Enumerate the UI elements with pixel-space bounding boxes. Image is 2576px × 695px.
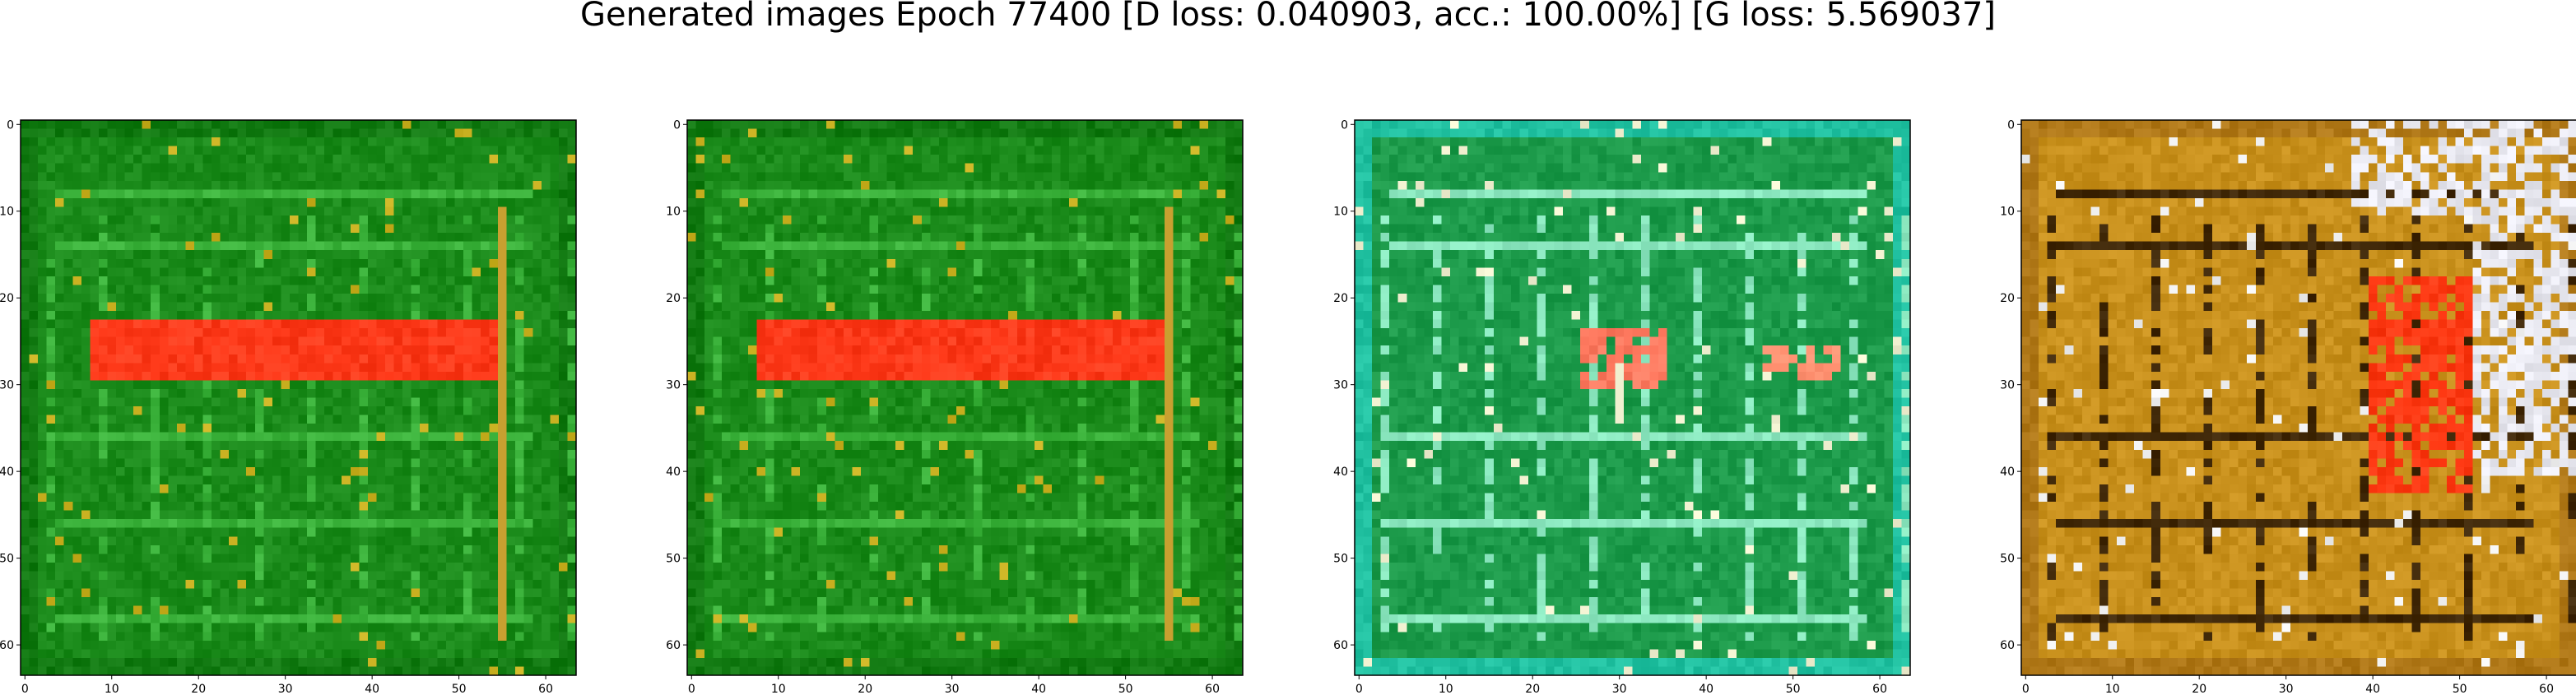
x-tick-label: 30 (278, 683, 293, 695)
x-tick-label: 50 (452, 683, 467, 695)
axes-frame (1354, 119, 1911, 676)
y-tick-label: 60 (0, 639, 14, 652)
y-tick-label: 50 (0, 553, 14, 566)
y-tick-label: 10 (1333, 206, 1348, 219)
y-tick-label: 20 (666, 292, 681, 305)
x-tick-label: 20 (191, 683, 206, 695)
x-tick-label: 40 (1031, 683, 1046, 695)
y-tick-label: 0 (7, 118, 14, 132)
y-tick-label: 50 (666, 553, 681, 566)
y-tick-label: 20 (1333, 292, 1348, 305)
x-tick-label: 60 (1872, 683, 1887, 695)
x-tick-label: 10 (2105, 683, 2120, 695)
y-tick-label: 50 (1333, 553, 1348, 566)
generated-image-2 (687, 120, 1243, 675)
x-axis-ticks: 0 10 20 30 40 50 60 (2022, 675, 2554, 695)
y-axis-ticks: 0 10 20 30 40 50 60 (666, 118, 687, 652)
y-tick-label: 30 (666, 379, 681, 392)
y-tick-label: 60 (1333, 639, 1348, 652)
y-tick-label: 30 (0, 379, 14, 392)
x-tick-label: 40 (1699, 683, 1713, 695)
y-tick-label: 60 (2000, 639, 2015, 652)
x-tick-label: 60 (2539, 683, 2554, 695)
x-tick-label: 20 (858, 683, 872, 695)
x-tick-label: 40 (2365, 683, 2380, 695)
y-tick-label: 30 (2000, 379, 2015, 392)
x-tick-label: 0 (2022, 683, 2030, 695)
y-tick-label: 40 (0, 466, 14, 479)
x-tick-label: 50 (1786, 683, 1801, 695)
y-axis-ticks: 0 10 20 30 40 50 60 (1333, 118, 1355, 652)
y-tick-label: 10 (2000, 206, 2015, 219)
axes-frame (686, 119, 1244, 676)
subplot-4: 0 10 20 30 40 50 60 0 10 20 30 40 50 60 (2000, 118, 2576, 695)
y-tick-label: 10 (0, 206, 14, 219)
generated-image-4 (2021, 120, 2576, 675)
x-tick-label: 60 (1205, 683, 1220, 695)
x-tick-label: 20 (2192, 683, 2206, 695)
figure-title: Generated images Epoch 77400 [D loss: 0.… (579, 0, 1997, 34)
y-tick-label: 30 (1333, 379, 1348, 392)
x-tick-label: 10 (1439, 683, 1453, 695)
y-tick-label: 20 (2000, 292, 2015, 305)
x-tick-label: 30 (1612, 683, 1627, 695)
x-tick-label: 50 (1118, 683, 1133, 695)
y-tick-label: 0 (673, 118, 681, 132)
subplot-1: 0 10 20 30 40 50 60 0 10 20 30 40 50 60 (0, 118, 577, 695)
x-axis-ticks: 0 10 20 30 40 50 60 (21, 675, 553, 695)
x-tick-label: 10 (771, 683, 786, 695)
generated-image-1 (21, 120, 576, 675)
x-tick-label: 60 (538, 683, 553, 695)
y-tick-label: 40 (2000, 466, 2015, 479)
x-tick-label: 40 (365, 683, 379, 695)
y-axis-ticks: 0 10 20 30 40 50 60 (0, 118, 21, 652)
x-tick-label: 30 (945, 683, 960, 695)
y-axis-ticks: 0 10 20 30 40 50 60 (2000, 118, 2021, 652)
subplot-3: 0 10 20 30 40 50 60 0 10 20 30 40 50 60 (1333, 118, 1911, 695)
x-axis-ticks: 0 10 20 30 40 50 60 (688, 675, 1220, 695)
y-tick-label: 0 (2007, 118, 2015, 132)
axes-frame (20, 119, 577, 676)
y-tick-label: 40 (1333, 466, 1348, 479)
y-tick-label: 10 (666, 206, 681, 219)
y-tick-label: 0 (1341, 118, 1348, 132)
x-tick-label: 20 (1525, 683, 1540, 695)
x-tick-label: 0 (1355, 683, 1363, 695)
y-tick-label: 50 (2000, 553, 2015, 566)
x-axis-ticks: 0 10 20 30 40 50 60 (1355, 675, 1887, 695)
x-tick-label: 50 (2453, 683, 2467, 695)
y-tick-label: 60 (666, 639, 681, 652)
x-tick-label: 30 (2279, 683, 2294, 695)
generated-image-3 (1355, 120, 1910, 675)
y-tick-label: 20 (0, 292, 14, 305)
axes-frame (2020, 119, 2576, 676)
subplot-2: 0 10 20 30 40 50 60 0 10 20 30 40 50 60 (666, 118, 1244, 695)
x-tick-label: 0 (21, 683, 29, 695)
y-tick-label: 40 (666, 466, 681, 479)
x-tick-label: 0 (688, 683, 695, 695)
x-tick-label: 10 (105, 683, 119, 695)
